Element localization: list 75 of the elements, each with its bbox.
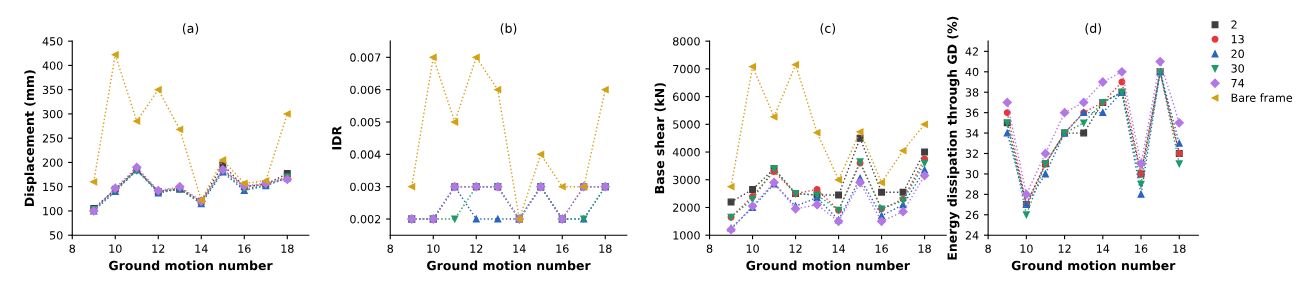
- y-tick-label: 5000: [673, 120, 700, 129]
- x-tick-label: 14: [832, 244, 846, 253]
- x-tick-label: 16: [875, 244, 888, 253]
- y-tick-label: 4000: [672, 148, 700, 157]
- y-tick-label: 150: [43, 182, 63, 192]
- y-tick-label: 40: [965, 67, 979, 77]
- y-tick-label: 300: [42, 109, 63, 119]
- x-tick-label: 12: [789, 244, 802, 253]
- x-tick-label: 10: [1020, 244, 1033, 253]
- y-tick-label: 0.007: [350, 53, 381, 62]
- legend-label: 20: [1231, 49, 1244, 58]
- y-tick-label: 3000: [673, 175, 700, 185]
- x-tick-label: 18: [1173, 244, 1186, 253]
- y-axis-title: Displacement (mm): [24, 70, 37, 206]
- x-tick-label: 14: [195, 244, 208, 253]
- y-tick-label: 26: [965, 210, 979, 220]
- y-tick-label: 1000: [673, 231, 700, 240]
- x-axis-title: Ground motion number: [109, 260, 273, 271]
- y-tick-label: 32: [965, 149, 978, 158]
- x-tick-label: 8: [706, 244, 713, 253]
- x-axis-title: Ground motion number: [1011, 260, 1176, 271]
- legend-label: 2: [1231, 20, 1237, 29]
- legend-label: 13: [1231, 34, 1244, 44]
- x-tick-label: 12: [1058, 244, 1071, 253]
- y-tick-label: 50: [49, 231, 63, 240]
- x-tick-label: 18: [918, 244, 931, 253]
- x-tick-label: 8: [985, 244, 991, 253]
- y-tick-label: 0.002: [350, 215, 381, 224]
- y-tick-label: 0.003: [350, 182, 381, 192]
- y-tick-label: 400: [42, 61, 63, 70]
- chart-title: (b): [500, 23, 517, 35]
- y-tick-label: 24: [965, 231, 979, 240]
- x-tick-label: 8: [387, 244, 394, 253]
- legend-label: Bare frame: [1231, 93, 1293, 102]
- y-tick-label: 28: [965, 190, 979, 199]
- y-tick-label: 200: [42, 158, 63, 167]
- y-tick-label: 0.004: [350, 150, 381, 159]
- x-tick-label: 16: [556, 244, 569, 253]
- x-tick-label: 10: [427, 244, 440, 253]
- x-tick-label: 12: [470, 244, 483, 253]
- x-tick-label: 18: [281, 244, 294, 253]
- legend-label: 30: [1231, 64, 1244, 73]
- y-tick-label: 100: [43, 206, 63, 216]
- legend-label: 74: [1231, 79, 1245, 88]
- x-tick-label: 10: [746, 244, 759, 253]
- x-tick-label: 14: [1096, 244, 1110, 253]
- y-tick-label: 7000: [673, 64, 700, 74]
- x-axis-title: Ground motion number: [746, 260, 910, 271]
- y-tick-label: 6000: [673, 92, 700, 101]
- y-tick-label: 250: [42, 134, 63, 143]
- y-tick-label: 42: [965, 47, 978, 56]
- x-axis-title: Ground motion number: [427, 260, 591, 271]
- x-tick-label: 16: [238, 244, 251, 253]
- y-tick-label: 34: [965, 129, 979, 138]
- y-axis-title: Base shear (kN): [654, 83, 666, 194]
- x-tick-label: 8: [69, 244, 76, 253]
- chart-title: (a): [182, 23, 199, 35]
- x-tick-label: 10: [109, 244, 122, 253]
- x-tick-label: 16: [1135, 244, 1148, 253]
- y-tick-label: 350: [42, 85, 63, 95]
- y-tick-label: 450: [42, 37, 63, 46]
- y-axis-title: Energy dissipation through GD (%): [947, 16, 960, 260]
- y-axis-title: IDR: [332, 126, 342, 150]
- x-tick-label: 14: [513, 244, 526, 253]
- y-tick-label: 2000: [673, 203, 700, 212]
- x-tick-label: 18: [599, 244, 612, 253]
- y-tick-label: 36: [965, 108, 979, 118]
- y-tick-label: 0.006: [350, 85, 381, 95]
- chart-title: (c): [820, 23, 836, 35]
- y-tick-label: 0.005: [350, 117, 381, 127]
- x-tick-label: 12: [152, 244, 165, 253]
- y-tick-label: 38: [965, 88, 979, 97]
- y-tick-label: 30: [965, 169, 979, 179]
- y-tick-label: 8000: [673, 37, 700, 46]
- chart-title: (d): [1085, 23, 1102, 35]
